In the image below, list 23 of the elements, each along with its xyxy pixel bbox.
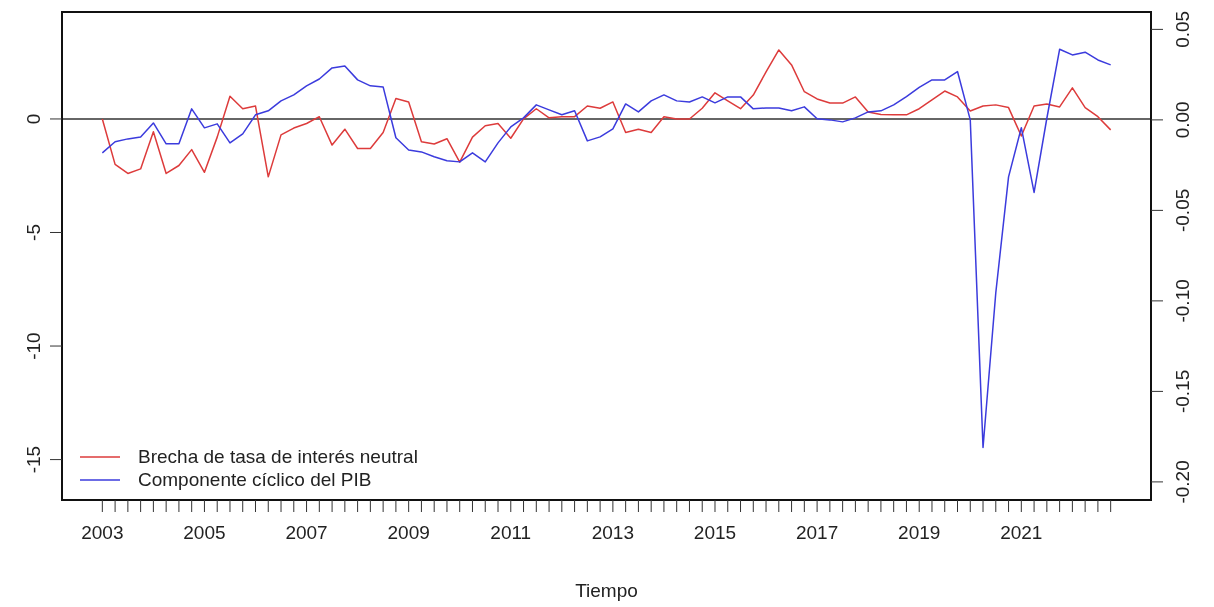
x-tick-label: 2007	[285, 522, 328, 543]
x-tick-label: 2015	[693, 522, 737, 543]
legend-label: Componente cíclico del PIB	[138, 469, 372, 490]
y-tick-label: 0	[23, 113, 44, 125]
x-tick-label: 2021	[1000, 522, 1043, 543]
x-tick-label: 2011	[490, 522, 532, 543]
x-axis-title: Tiempo	[575, 580, 638, 601]
x-tick-label: 2019	[898, 522, 941, 543]
x-tick-label: 2003	[81, 522, 124, 543]
y2-tick-label: 0.00	[1172, 101, 1193, 139]
y-tick-label: -15	[23, 445, 44, 474]
x-tick-label: 2005	[183, 522, 226, 543]
x-tick-label: 2013	[591, 522, 635, 543]
y2-tick-label: -0.20	[1172, 460, 1193, 504]
y-tick-label: -5	[23, 224, 44, 241]
y2-tick-label: -0.15	[1172, 369, 1193, 414]
y2-tick-label: 0.05	[1172, 10, 1193, 48]
y2-tick-label: -0.05	[1172, 188, 1193, 233]
x-tick-label: 2017	[795, 522, 839, 543]
y-tick-label: -10	[23, 332, 44, 360]
x-tick-label: 2009	[387, 522, 430, 543]
y2-tick-label: -0.10	[1172, 279, 1193, 323]
legend-label: Brecha de tasa de interés neutral	[138, 446, 418, 467]
